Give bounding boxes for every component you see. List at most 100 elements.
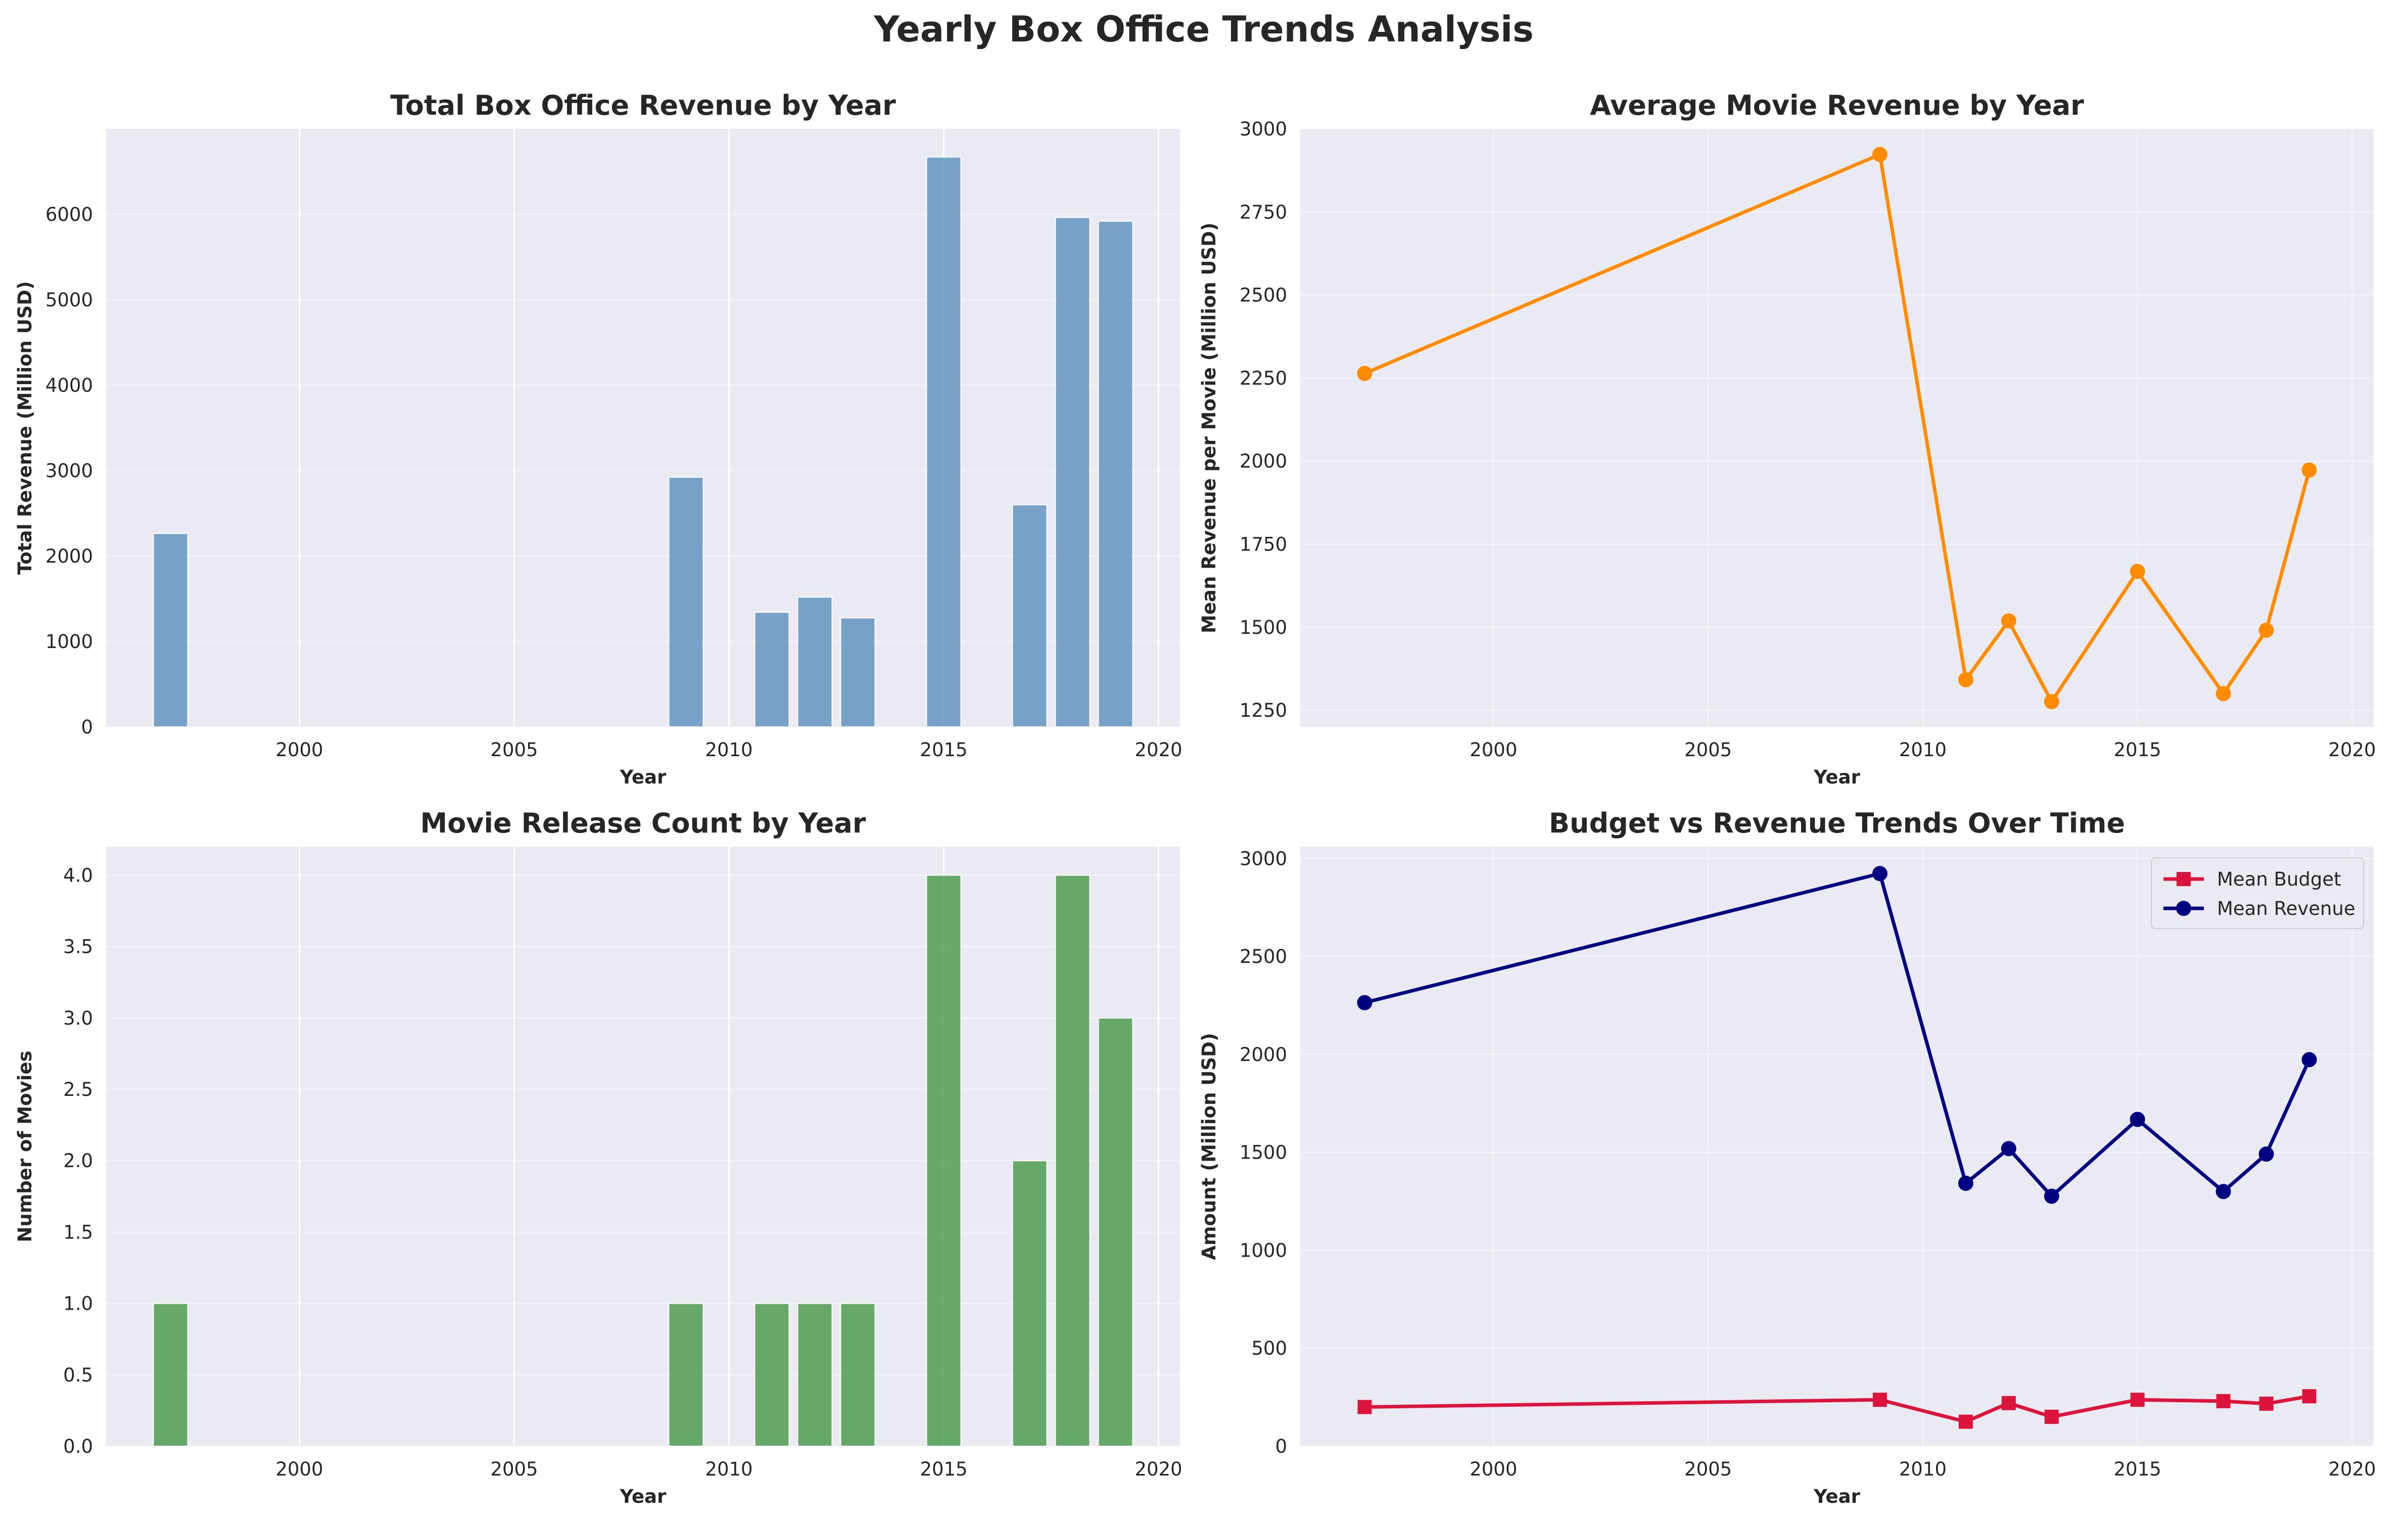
subplot-title: Budget vs Revenue Trends Over Time xyxy=(1549,807,2125,839)
x-tick-label: 2010 xyxy=(1899,739,1947,761)
bar-2013 xyxy=(840,617,876,727)
y-tick-label: 2750 xyxy=(1240,201,1287,223)
y-tick-label: 0.0 xyxy=(63,1436,93,1457)
y-tick-label: 2000 xyxy=(45,545,93,567)
point-marker-1997 xyxy=(1357,995,1373,1010)
x-tick-label: 2020 xyxy=(1135,739,1182,761)
y-axis-label: Mean Revenue per Movie (Million USD) xyxy=(1198,222,1220,633)
x-axis-label: Year xyxy=(1813,766,1860,788)
y-tick-label: 2.5 xyxy=(63,1079,93,1100)
y-axis-label: Amount (Million USD) xyxy=(1198,1033,1220,1260)
point-marker-2019 xyxy=(2301,1052,2317,1068)
point-marker-2013 xyxy=(2044,694,2059,710)
legend-label: Mean Budget xyxy=(2217,868,2341,890)
point-marker-2009 xyxy=(1872,866,1887,882)
point-marker-2018 xyxy=(2258,622,2274,638)
y-tick-label: 1500 xyxy=(1240,617,1287,638)
point-marker-2018 xyxy=(2258,1146,2274,1162)
bar-2015 xyxy=(926,156,962,728)
bar-2009 xyxy=(668,1303,704,1447)
point-marker-2011 xyxy=(1958,1175,1973,1191)
legend-marker xyxy=(2177,872,2191,886)
y-tick-label: 0 xyxy=(81,716,93,738)
x-tick-label: 2005 xyxy=(1684,739,1732,761)
subplot-p2: 2000 2005 2010 2015 2020 1250 1500 1750 2000 2250… xyxy=(1198,89,2376,788)
y-tick-label: 3000 xyxy=(1240,118,1287,140)
x-tick-label: 2005 xyxy=(1684,1458,1732,1480)
point-marker-2017 xyxy=(2215,686,2231,702)
x-tick-label: 2010 xyxy=(705,1458,752,1480)
bar-2018 xyxy=(1055,217,1091,727)
point-marker-2019 xyxy=(2301,462,2317,478)
bar-2017 xyxy=(1012,1160,1048,1447)
subplot-title: Movie Release Count by Year xyxy=(420,807,866,839)
x-tick-label: 2000 xyxy=(1470,1458,1517,1480)
y-tick-label: 0.5 xyxy=(63,1364,93,1386)
square-marker-2013 xyxy=(2044,1409,2059,1424)
point-marker-1997 xyxy=(1357,365,1373,381)
square-marker-2009 xyxy=(1872,1393,1887,1407)
y-tick-label: 4.0 xyxy=(63,864,93,886)
x-axis-label: Year xyxy=(1813,1486,1860,1507)
legend-marker xyxy=(2176,901,2191,916)
y-tick-label: 2.0 xyxy=(63,1150,93,1172)
point-marker-2009 xyxy=(1872,147,1887,162)
point-marker-2011 xyxy=(1958,672,1973,687)
x-tick-label: 2000 xyxy=(275,739,323,761)
bar-2009 xyxy=(668,477,704,727)
x-tick-label: 2000 xyxy=(275,1458,323,1480)
square-marker-2011 xyxy=(1958,1414,1973,1429)
x-tick-label: 2015 xyxy=(2114,739,2161,761)
y-tick-label: 1000 xyxy=(45,631,93,653)
figure-title: Yearly Box Office Trends Analysis xyxy=(873,9,1534,50)
y-tick-label: 5000 xyxy=(45,289,93,311)
x-tick-label: 2005 xyxy=(490,1458,538,1480)
y-tick-label: 2250 xyxy=(1240,367,1287,389)
x-tick-label: 2015 xyxy=(920,739,967,761)
x-tick-label: 2010 xyxy=(705,739,752,761)
y-tick-label: 2000 xyxy=(1240,1044,1287,1066)
bar-2015 xyxy=(926,874,962,1447)
y-tick-label: 2000 xyxy=(1240,450,1287,472)
bar-2012 xyxy=(797,1303,833,1447)
x-tick-label: 2015 xyxy=(2114,1458,2161,1480)
square-marker-2019 xyxy=(2302,1389,2317,1404)
plot-area xyxy=(1300,847,2374,1446)
x-tick-label: 2000 xyxy=(1470,739,1517,761)
y-tick-label: 3000 xyxy=(45,460,93,482)
y-tick-label: 1000 xyxy=(1240,1239,1287,1261)
x-tick-label: 2010 xyxy=(1899,1458,1947,1480)
x-tick-label: 2020 xyxy=(1135,1458,1182,1480)
bar-2013 xyxy=(840,1303,876,1447)
y-tick-label: 3.5 xyxy=(63,936,93,958)
legend: Mean Budget Mean Revenue xyxy=(2151,857,2364,929)
y-tick-label: 1750 xyxy=(1240,534,1287,556)
y-axis-label: Total Revenue (Million USD) xyxy=(14,281,36,575)
bar-2011 xyxy=(754,1303,790,1447)
subplot-title: Average Movie Revenue by Year xyxy=(1590,89,2084,121)
plot-area xyxy=(106,129,1180,727)
y-tick-label: 1.5 xyxy=(63,1221,93,1243)
square-marker-2017 xyxy=(2216,1394,2231,1408)
subplot-p4: 2000 2005 2010 2015 2020 0 500 1000 1500 2000 2500… xyxy=(1198,807,2376,1507)
square-marker-1997 xyxy=(1357,1400,1372,1414)
point-marker-2012 xyxy=(2001,1141,2016,1157)
square-marker-2012 xyxy=(2001,1396,2016,1410)
subplot-p3: 2000 2005 2010 2015 2020 0.0 0.5 1.0 1.5 2.0 2.5 3.… xyxy=(14,807,1183,1507)
legend-label: Mean Revenue xyxy=(2217,898,2355,919)
subplot-title: Total Box Office Revenue by Year xyxy=(390,89,896,121)
y-tick-label: 2500 xyxy=(1240,946,1287,968)
point-marker-2013 xyxy=(2044,1188,2059,1204)
y-tick-label: 2500 xyxy=(1240,285,1287,306)
y-tick-label: 1250 xyxy=(1240,700,1287,721)
y-axis-label: Number of Movies xyxy=(14,1050,36,1242)
bar-2012 xyxy=(797,596,833,727)
bar-1997 xyxy=(153,1303,188,1447)
x-tick-label: 2020 xyxy=(2328,739,2376,761)
x-tick-label: 2005 xyxy=(490,739,538,761)
legend-box xyxy=(2151,857,2364,929)
x-axis-label: Year xyxy=(620,1486,667,1507)
bar-2011 xyxy=(754,612,790,728)
x-axis-label: Year xyxy=(620,766,667,788)
